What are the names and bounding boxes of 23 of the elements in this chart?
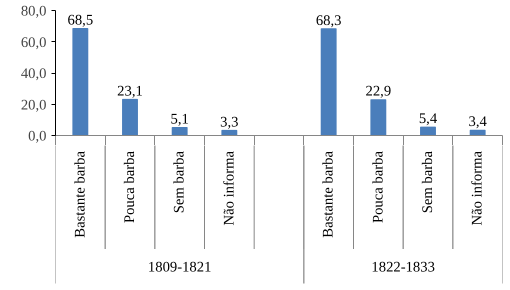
y-tick-label: 40,0 xyxy=(20,66,47,82)
data-label: 5,4 xyxy=(418,111,438,128)
text: 1809-1821 xyxy=(148,259,212,276)
x-tick-label: Sem barba xyxy=(420,150,436,214)
x-tick-label: Não informa xyxy=(470,150,486,226)
data-label: 22,9 xyxy=(366,84,392,100)
x-tick-label: Bastante barba xyxy=(320,150,337,238)
data-label: 5,1 xyxy=(170,112,189,128)
x-tick-label: Pouca barba xyxy=(370,150,386,224)
x-tick-label: Sem barba xyxy=(172,150,188,214)
data-label: 68,3 xyxy=(316,12,342,29)
data-label: 68,5 xyxy=(68,12,94,28)
x-tick-label: Bastante barba xyxy=(72,150,88,238)
y-tick-label: 20,0 xyxy=(20,97,47,114)
y-tick-label: 60,0 xyxy=(20,34,47,51)
data-label: 23,1 xyxy=(117,83,143,100)
x-tick-label: Pouca barba xyxy=(122,150,138,224)
text: 1822-1833 xyxy=(371,259,435,276)
data-label: 3,4 xyxy=(468,114,488,130)
y-tick-label: 80,0 xyxy=(20,4,47,20)
y-tick-label: 0,0 xyxy=(28,128,47,144)
data-label: 3,3 xyxy=(220,114,238,130)
x-tick-label: Não informa xyxy=(221,150,238,226)
